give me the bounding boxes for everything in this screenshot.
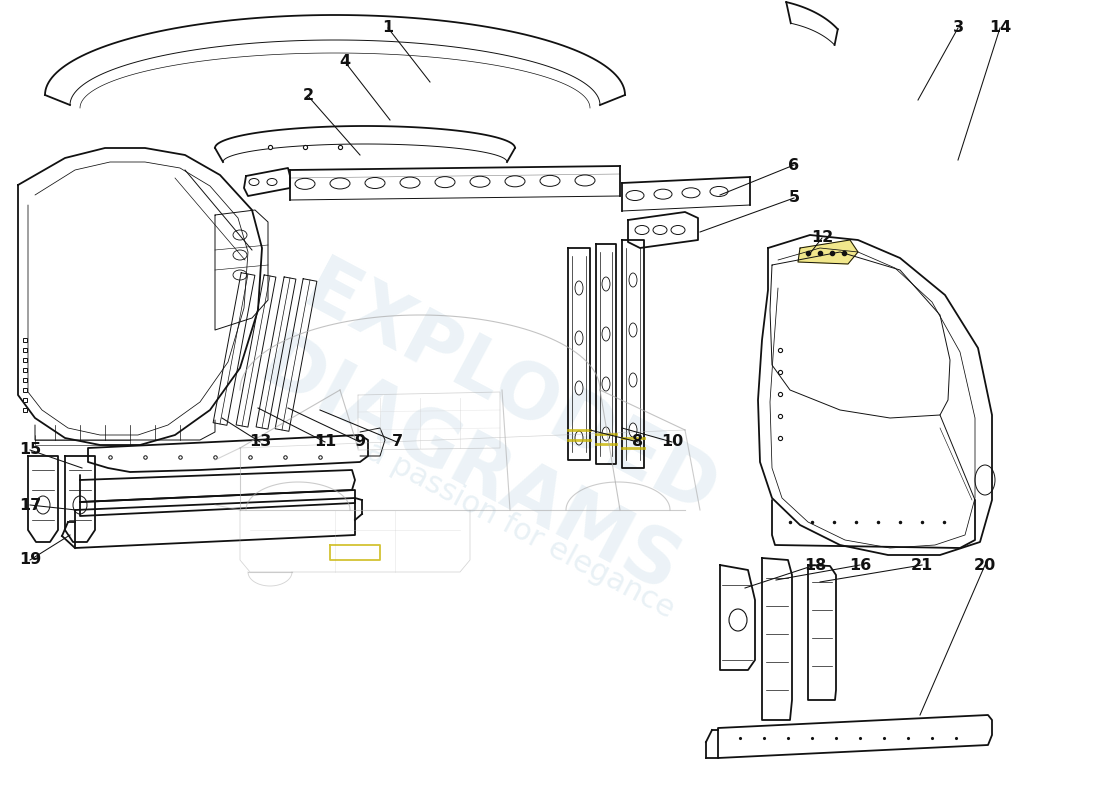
Text: 21: 21	[911, 558, 933, 573]
Text: 18: 18	[804, 558, 826, 573]
Ellipse shape	[505, 176, 525, 187]
Ellipse shape	[575, 175, 595, 186]
Ellipse shape	[629, 373, 637, 387]
Text: 12: 12	[811, 230, 833, 246]
Text: 8: 8	[632, 434, 644, 450]
Ellipse shape	[629, 423, 637, 437]
Ellipse shape	[682, 188, 700, 198]
Ellipse shape	[233, 250, 248, 260]
Polygon shape	[798, 240, 858, 264]
Text: 13: 13	[249, 434, 271, 450]
Text: a passion for elegance: a passion for elegance	[361, 436, 679, 624]
Text: 19: 19	[19, 553, 41, 567]
Text: 17: 17	[19, 498, 41, 513]
Ellipse shape	[629, 323, 637, 337]
Ellipse shape	[365, 178, 385, 189]
Ellipse shape	[602, 327, 610, 341]
Text: 9: 9	[354, 434, 365, 450]
Ellipse shape	[710, 186, 728, 197]
Ellipse shape	[626, 190, 644, 201]
Text: 14: 14	[989, 21, 1011, 35]
Ellipse shape	[975, 465, 996, 495]
Ellipse shape	[602, 277, 610, 291]
Text: 7: 7	[392, 434, 403, 450]
Ellipse shape	[602, 427, 610, 441]
Ellipse shape	[635, 226, 649, 234]
Ellipse shape	[434, 177, 455, 188]
Text: EXPLODED
DIAGRAMS: EXPLODED DIAGRAMS	[249, 251, 732, 609]
Ellipse shape	[729, 609, 747, 631]
Ellipse shape	[671, 226, 685, 234]
Ellipse shape	[629, 273, 637, 287]
Ellipse shape	[295, 178, 315, 190]
Text: 10: 10	[661, 434, 683, 450]
Text: 1: 1	[383, 21, 394, 35]
Ellipse shape	[540, 175, 560, 186]
Text: 16: 16	[849, 558, 871, 573]
Ellipse shape	[602, 377, 610, 391]
Text: 11: 11	[314, 434, 337, 450]
Text: 4: 4	[340, 54, 351, 70]
Ellipse shape	[575, 331, 583, 345]
Ellipse shape	[233, 230, 248, 240]
Text: 6: 6	[789, 158, 800, 173]
Text: 2: 2	[302, 89, 313, 103]
Text: 3: 3	[953, 21, 964, 35]
Text: 5: 5	[789, 190, 800, 206]
Ellipse shape	[249, 178, 258, 186]
Ellipse shape	[575, 431, 583, 445]
Ellipse shape	[330, 178, 350, 189]
Text: 15: 15	[19, 442, 41, 458]
Ellipse shape	[73, 496, 87, 514]
Ellipse shape	[36, 496, 50, 514]
Ellipse shape	[400, 177, 420, 188]
Ellipse shape	[654, 189, 672, 199]
Ellipse shape	[267, 178, 277, 186]
Text: 20: 20	[974, 558, 997, 573]
Ellipse shape	[233, 270, 248, 280]
Ellipse shape	[653, 226, 667, 234]
Ellipse shape	[575, 381, 583, 395]
Ellipse shape	[575, 281, 583, 295]
Ellipse shape	[470, 176, 490, 187]
